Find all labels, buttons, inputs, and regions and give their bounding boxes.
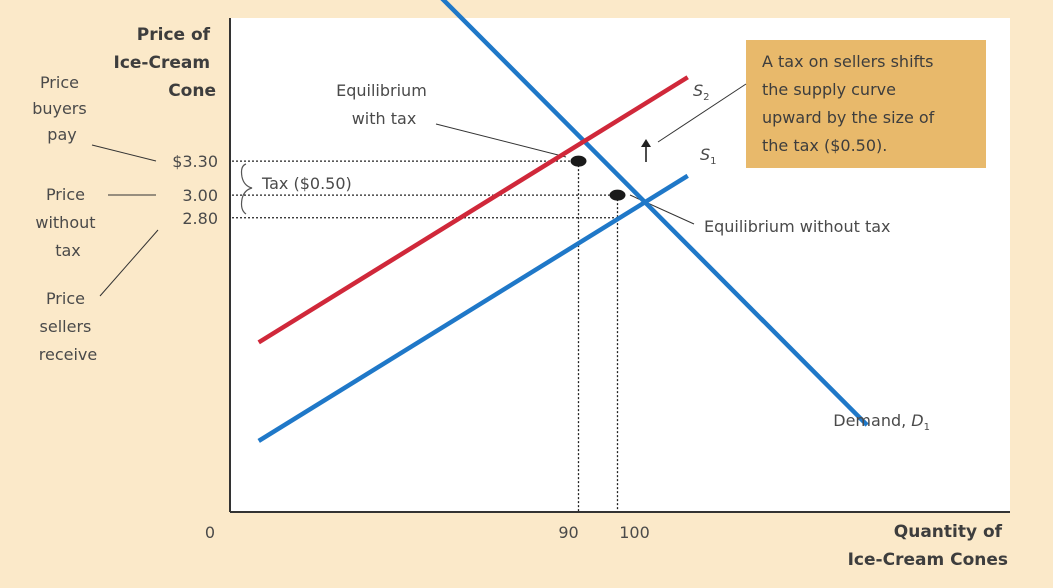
y-tick-label-1: 3.00 (182, 186, 218, 205)
series-line-s2 (257, 75, 689, 345)
price-buyers-pay-label: Price buyers pay (32, 73, 92, 144)
y-axis-title-line-2: Ice-Cream (114, 53, 211, 73)
x-tick-label-1: 90 (558, 523, 578, 542)
guide-lines (232, 160, 619, 511)
x-axis-title-line-1: Quantity of (894, 522, 1003, 542)
shift-arrow-head (641, 139, 651, 147)
equilibrium-with-tax-label: Equilibrium with tax (336, 81, 432, 128)
y-axis-title: Price of Ice-Cream Cone (114, 25, 217, 101)
x-axis-title: Quantity of Ice-Cream Cones (848, 522, 1008, 570)
series-labels: Demand, D1 S1 S2 (693, 81, 930, 433)
sellers-leader-line (99, 229, 159, 297)
tax-bracket-label: Tax ($0.50) (261, 174, 352, 193)
price-without-tax-label: Price without tax (35, 185, 100, 260)
equilibrium-without-tax-label: Equilibrium without tax (704, 217, 891, 236)
tick-labels: $3.30 3.00 2.80 0 90 100 (172, 152, 650, 542)
callout-box (746, 40, 986, 168)
price-sellers-receive-label: Price sellers receive (39, 289, 97, 364)
series-line-s1 (257, 173, 689, 443)
y-axis-title-line-3: Cone (168, 81, 216, 101)
buyers-leader-line (91, 144, 157, 162)
y-tick-label-2: 2.80 (182, 209, 218, 228)
curves (257, 0, 869, 443)
equilibrium-point-0 (570, 155, 587, 167)
x-axis-title-line-2: Ice-Cream Cones (848, 550, 1008, 570)
series-label-1: S1 (700, 145, 717, 167)
equilibrium-point-1 (609, 189, 626, 201)
series-line-demand-d1 (440, 0, 869, 427)
y-tick-label-0: $3.30 (172, 152, 218, 171)
y-axis-title-line-1: Price of (137, 25, 211, 45)
x-tick-label-0: 0 (205, 523, 215, 542)
x-tick-label-2: 100 (619, 523, 650, 542)
equilibrium-with-tax-leader (435, 123, 567, 158)
series-label-2: S2 (693, 81, 710, 103)
series-label-0: Demand, D1 (833, 411, 930, 433)
callout-text: A tax on sellers shifts the supply curve… (762, 52, 939, 155)
callout-leader-line (657, 83, 747, 143)
equilibrium-points (570, 155, 626, 201)
tax-bracket (240, 163, 253, 215)
